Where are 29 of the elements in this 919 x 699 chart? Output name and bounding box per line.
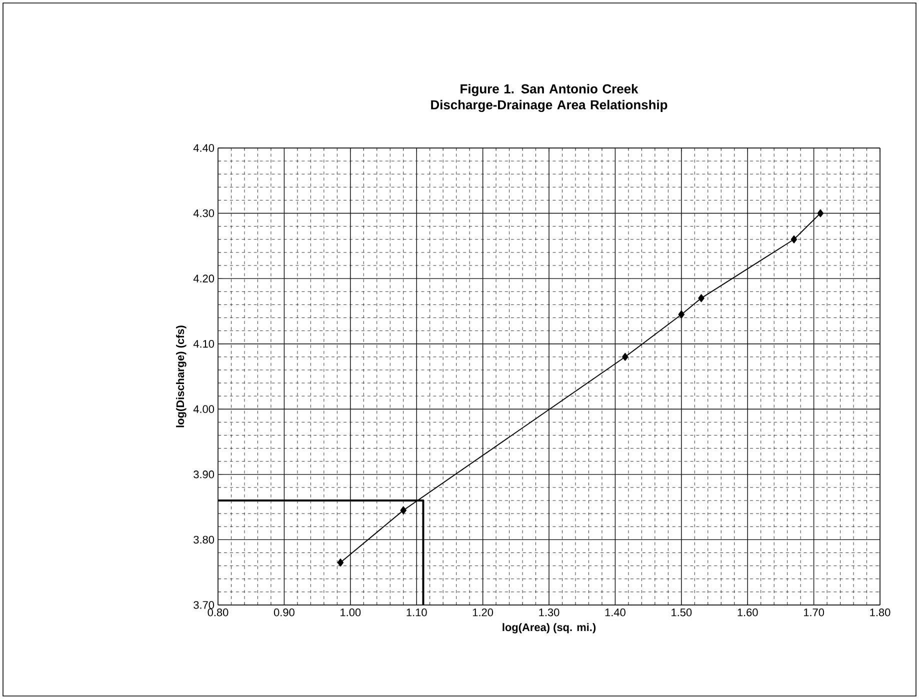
- point: [400, 506, 406, 514]
- y-tick-label: 4.10: [193, 340, 214, 348]
- x-tick-label: 0.80: [208, 608, 228, 616]
- x-tick-label: 1.60: [738, 608, 758, 616]
- x-tick-label: 1.70: [804, 608, 824, 616]
- point: [337, 558, 344, 567]
- x-tick-label: 1.20: [472, 608, 494, 616]
- x-tick-label: 0.90: [274, 608, 294, 616]
- y-tick-label: 4.40: [193, 144, 214, 152]
- x-axis-title: log(Area) (sq. mi.): [502, 623, 596, 634]
- x-tick-label: 1.80: [870, 608, 890, 616]
- point: [817, 209, 824, 218]
- y-tick-label: 4.30: [193, 209, 214, 218]
- chart-title: Figure 1. San Antonio Creek Discharge-Drainage Area Relationship: [431, 84, 668, 112]
- point: [622, 352, 628, 361]
- x-tick-label: 1.10: [406, 608, 427, 616]
- y-tick-label: 4.00: [193, 405, 214, 414]
- point: [678, 310, 685, 318]
- x-tick-label: 1.40: [605, 608, 626, 616]
- point: [790, 235, 798, 244]
- x-tick-label: 1.00: [340, 608, 361, 616]
- y-axis-title: log(Discharge) (cfs): [176, 326, 186, 428]
- point: [698, 294, 704, 302]
- y-tick-label: 3.70: [194, 601, 214, 609]
- x-tick-label: 1.30: [539, 608, 560, 616]
- y-tick-label: 3.80: [194, 536, 214, 544]
- y-tick-label: 3.90: [194, 470, 214, 478]
- y-tick-label: 4.20: [193, 274, 214, 282]
- x-tick-label: 1.50: [672, 608, 692, 616]
